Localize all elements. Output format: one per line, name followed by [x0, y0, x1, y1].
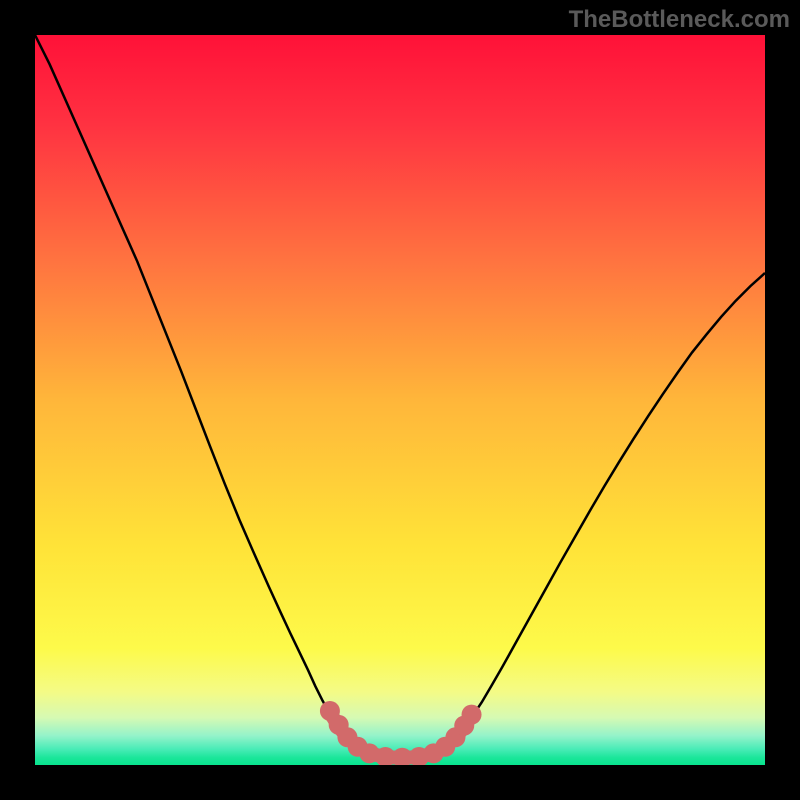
watermark: TheBottleneck.com — [569, 6, 790, 34]
chart-stage: TheBottleneck.com — [0, 0, 800, 800]
plot-area — [35, 35, 765, 765]
